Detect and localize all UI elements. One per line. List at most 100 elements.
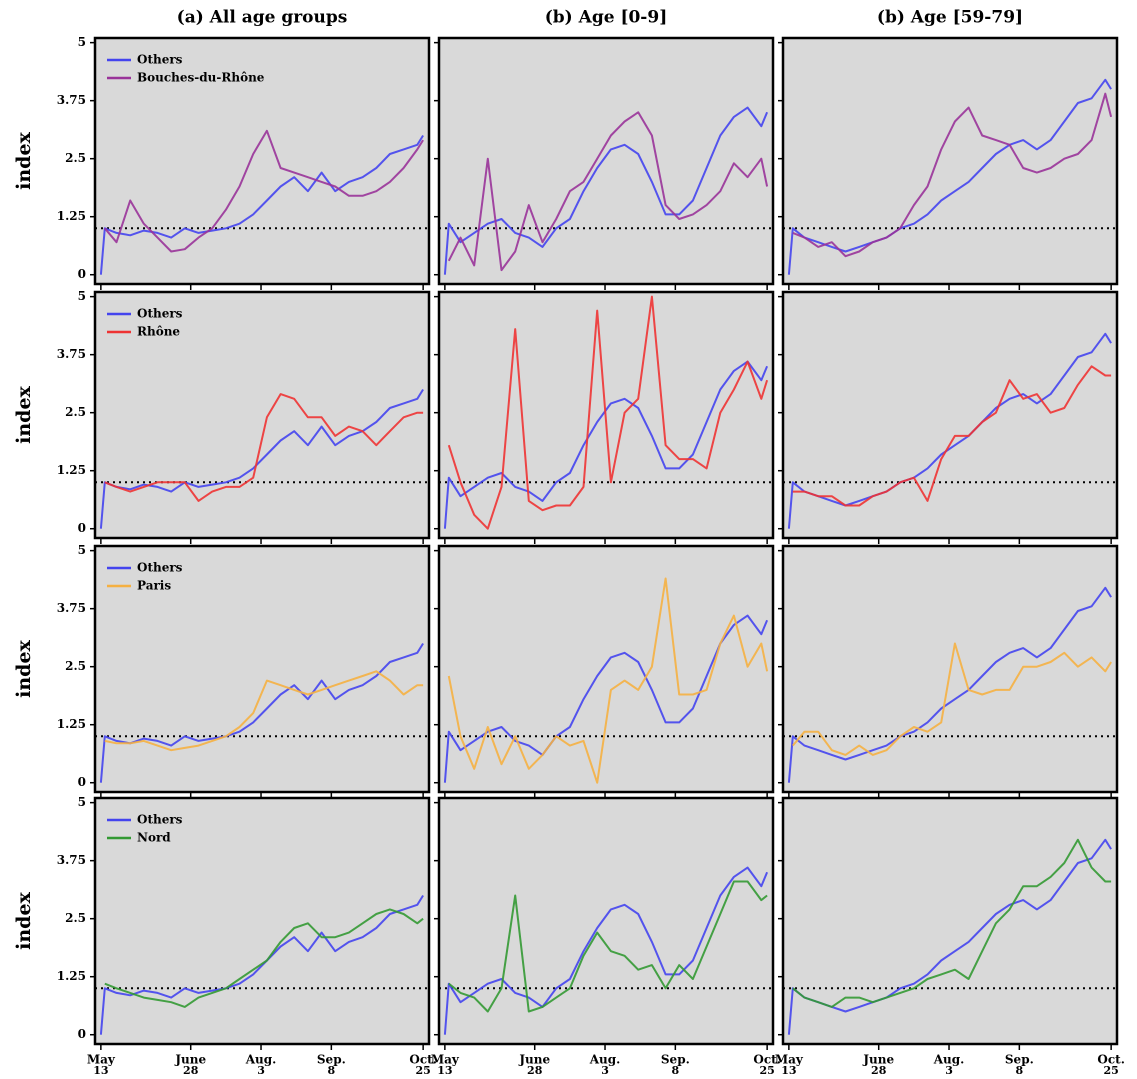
- y-tick-label: 0: [78, 521, 86, 535]
- y-tick-label: 0: [78, 775, 86, 789]
- y-axis-label: index: [13, 639, 35, 697]
- plot-frame: [437, 36, 775, 286]
- plot-frame: [437, 796, 775, 1046]
- x-tick-label: Sep.: [317, 1053, 346, 1067]
- panel-title: (b) Age [0-9]: [545, 8, 668, 28]
- x-tick-label: 28: [183, 1064, 199, 1077]
- y-tick-label: 2.5: [65, 405, 86, 419]
- series-line: [99, 894, 424, 1035]
- x-tick-label: Aug.: [245, 1053, 277, 1067]
- plot-frame: [781, 36, 1119, 286]
- legend-label: Rhône: [137, 325, 180, 339]
- x-tick-label: 8: [328, 1064, 336, 1077]
- series-line: [792, 92, 1113, 258]
- y-tick-label: 3.75: [57, 601, 86, 615]
- series-line: [104, 908, 424, 1008]
- y-tick-label: 3.75: [57, 93, 86, 107]
- plot-frame: [93, 36, 431, 286]
- series-line: [787, 332, 1112, 529]
- x-tick-label: Oct.: [1097, 1053, 1124, 1067]
- x-tick-label: 3: [601, 1064, 609, 1077]
- series-line: [443, 866, 769, 1035]
- y-axis-label: index: [13, 891, 35, 949]
- panel-title: (b) Age [59-79]: [877, 8, 1023, 28]
- series-line: [443, 106, 769, 275]
- y-tick-label: 5: [78, 543, 86, 557]
- legend-label: Others: [137, 53, 183, 67]
- x-tick-label: 8: [672, 1064, 680, 1077]
- series-line: [447, 111, 769, 272]
- plot-background: [95, 38, 429, 284]
- y-tick-label: 2.5: [65, 151, 86, 165]
- x-tick-label: May: [431, 1053, 460, 1067]
- x-tick-label: May: [87, 1053, 116, 1067]
- x-tick-label: Oct.: [409, 1053, 436, 1067]
- series-line: [447, 295, 769, 530]
- legend-label: Nord: [137, 831, 171, 845]
- plot-frame: [93, 796, 431, 1046]
- y-tick-label: 1.25: [57, 209, 86, 223]
- y-tick-label: 5: [78, 795, 86, 809]
- y-tick-label: 2.5: [65, 911, 86, 925]
- series-line: [104, 393, 424, 502]
- series-line: [447, 577, 769, 784]
- series-line: [104, 670, 424, 752]
- x-tick-label: 25: [1103, 1064, 1118, 1077]
- plot-frame: [781, 290, 1119, 540]
- x-tick-label: May: [775, 1053, 804, 1067]
- x-tick-label: Sep.: [661, 1053, 690, 1067]
- y-tick-label: 3.75: [57, 347, 86, 361]
- y-tick-label: 2.5: [65, 659, 86, 673]
- series-line: [104, 129, 424, 253]
- x-tick-label: 13: [437, 1064, 452, 1077]
- x-tick-label: Aug.: [933, 1053, 965, 1067]
- series-line: [787, 838, 1112, 1035]
- plot-background: [95, 546, 429, 792]
- series-line: [787, 78, 1112, 275]
- plot-background: [439, 38, 773, 284]
- y-tick-label: 1.25: [57, 463, 86, 477]
- x-tick-label: Aug.: [589, 1053, 621, 1067]
- x-tick-label: 25: [415, 1064, 430, 1077]
- y-tick-label: 0: [78, 1027, 86, 1041]
- series-line: [443, 360, 769, 529]
- series-line: [792, 642, 1112, 756]
- x-tick-label: 13: [93, 1064, 108, 1077]
- plot-background: [439, 546, 773, 792]
- y-tick-label: 5: [78, 289, 86, 303]
- x-tick-label: 28: [871, 1064, 887, 1077]
- plot-background: [439, 798, 773, 1044]
- x-tick-label: 13: [781, 1064, 796, 1077]
- x-tick-label: 8: [1016, 1064, 1024, 1077]
- x-tick-label: Oct.: [753, 1053, 780, 1067]
- series-line: [792, 365, 1112, 507]
- x-tick-label: 28: [527, 1064, 543, 1077]
- series-line: [787, 586, 1112, 783]
- legend-label: Bouches-du-Rhône: [137, 71, 265, 85]
- panel-title: (a) All age groups: [177, 8, 348, 28]
- series-line: [99, 642, 424, 783]
- y-tick-label: 1.25: [57, 969, 86, 983]
- plot-frame: [437, 290, 775, 540]
- plot-background: [95, 798, 429, 1044]
- y-tick-label: 0: [78, 267, 86, 281]
- x-tick-label: 3: [945, 1064, 953, 1077]
- plot-frame: [437, 544, 775, 794]
- legend-label: Paris: [137, 579, 171, 593]
- x-tick-label: June: [174, 1053, 206, 1067]
- series-line: [448, 880, 768, 1013]
- legend-label: Others: [137, 307, 183, 321]
- y-axis-label: index: [13, 385, 35, 443]
- plot-frame: [781, 796, 1119, 1046]
- y-tick-label: 5: [78, 35, 86, 49]
- legend-label: Others: [137, 561, 183, 575]
- plot-frame: [93, 290, 431, 540]
- x-tick-label: June: [518, 1053, 550, 1067]
- plot-frame: [781, 544, 1119, 794]
- y-tick-label: 3.75: [57, 853, 86, 867]
- x-tick-label: June: [862, 1053, 894, 1067]
- x-tick-label: 3: [257, 1064, 265, 1077]
- legend-label: Others: [137, 813, 183, 827]
- plot-background: [783, 292, 1117, 538]
